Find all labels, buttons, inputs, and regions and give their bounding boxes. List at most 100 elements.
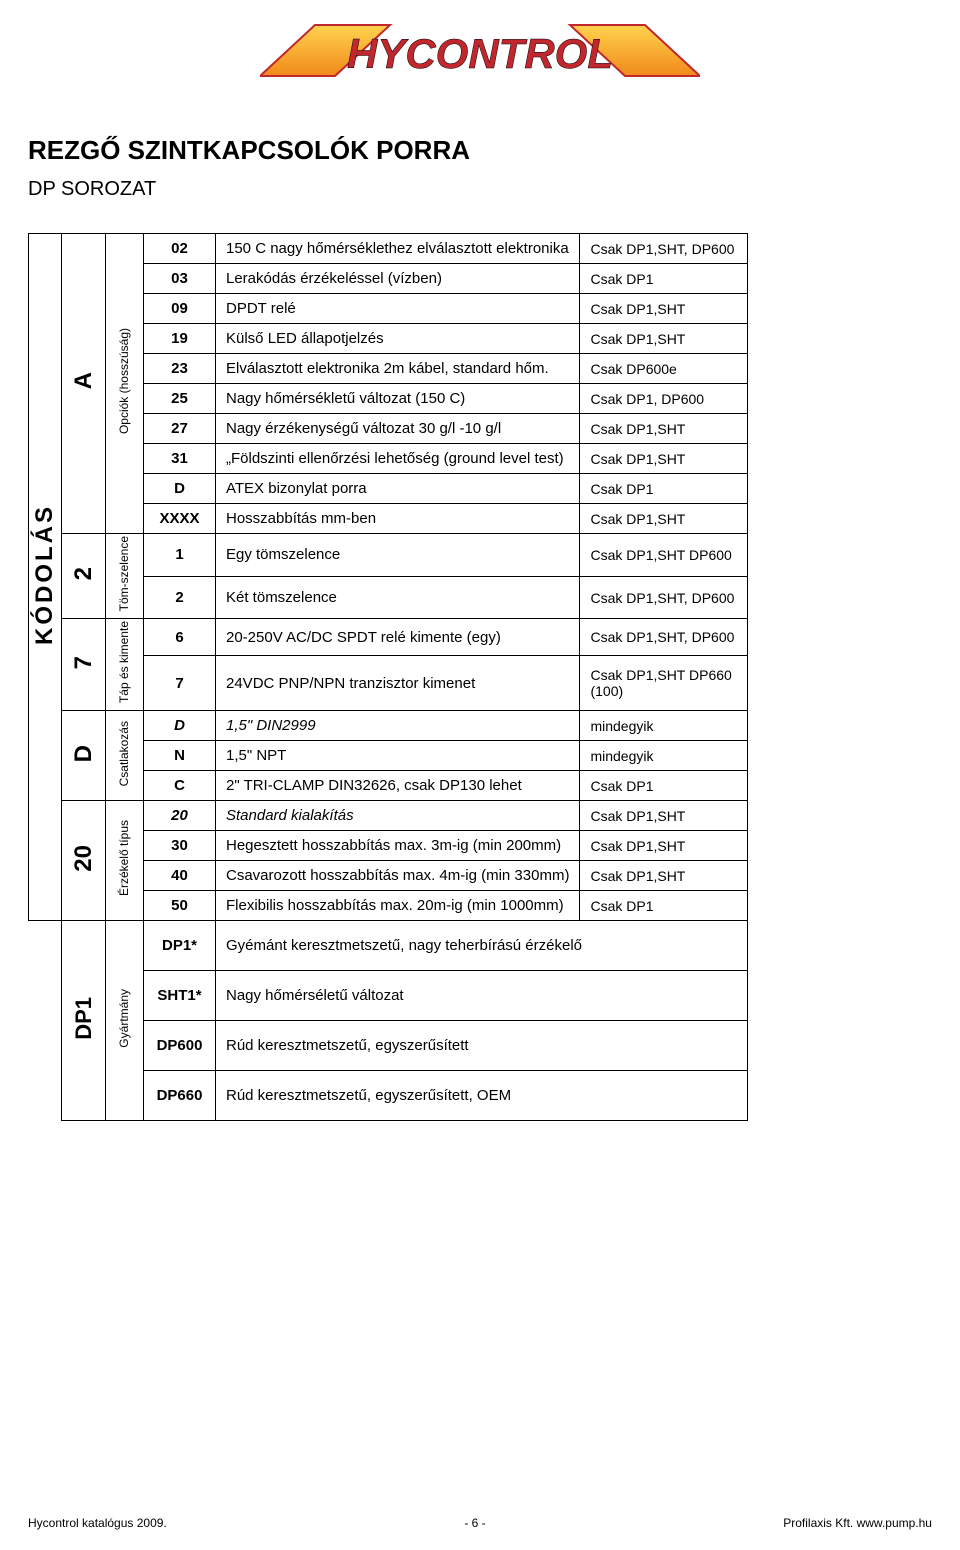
coding-table: KÓDOLÁS A Opciók (hosszúság) 02 150 C na… — [28, 233, 748, 1121]
option-applies: Csak DP1,SHT — [580, 861, 748, 891]
group-legend-cell: Gyártmány — [106, 921, 144, 1121]
group-legend: Érzékelő típus — [118, 820, 131, 896]
table-row: 20 Érzékelő típus 20 Standard kialakítás… — [29, 801, 748, 831]
option-code: 30 — [144, 831, 216, 861]
footer-center: - 6 - — [464, 1516, 485, 1530]
coding-label-text: KÓDOLÁS — [31, 504, 59, 645]
option-code: XXXX — [144, 504, 216, 534]
option-code: N — [144, 741, 216, 771]
option-code: DP600 — [144, 1021, 216, 1071]
option-desc: Csavarozott hosszabbítás max. 4m-ig (min… — [216, 861, 580, 891]
group-letter: D — [70, 745, 98, 762]
option-desc: ATEX bizonylat porra — [216, 474, 580, 504]
option-desc: 2" TRI-CLAMP DIN32626, csak DP130 lehet — [216, 771, 580, 801]
option-desc: DPDT relé — [216, 294, 580, 324]
option-code: 7 — [144, 656, 216, 711]
option-desc: 1,5" DIN2999 — [216, 711, 580, 741]
option-code: 02 — [144, 234, 216, 264]
group-letter-cell: 7 — [62, 619, 106, 711]
group-letter-cell: 2 — [62, 534, 106, 619]
group-letter-cell: 20 — [62, 801, 106, 921]
page-title: REZGŐ SZINTKAPCSOLÓK PORRA — [28, 135, 960, 166]
option-code: 31 — [144, 444, 216, 474]
footer-left: Hycontrol katalógus 2009. — [28, 1516, 167, 1530]
option-applies: Csak DP1,SHT — [580, 504, 748, 534]
option-desc: Elválasztott elektronika 2m kábel, stand… — [216, 354, 580, 384]
option-desc: Nagy érzékenységű változat 30 g/l -10 g/… — [216, 414, 580, 444]
option-code: 23 — [144, 354, 216, 384]
option-code: SHT1* — [144, 971, 216, 1021]
option-applies: Csak DP1 — [580, 264, 748, 294]
option-applies: Csak DP1 — [580, 474, 748, 504]
option-applies: Csak DP1,SHT, DP600 — [580, 576, 748, 619]
group-legend-cell: Érzékelő típus — [106, 801, 144, 921]
group-letter: 7 — [70, 656, 98, 669]
footer: Hycontrol katalógus 2009. - 6 - Profilax… — [28, 1516, 932, 1530]
logo-container: HYCONTROL — [0, 0, 960, 95]
option-applies: mindegyik — [580, 711, 748, 741]
option-desc: Rúd keresztmetszetű, egyszerűsített, OEM — [216, 1071, 748, 1121]
group-letter-cell: A — [62, 234, 106, 534]
option-applies: mindegyik — [580, 741, 748, 771]
option-code: DP660 — [144, 1071, 216, 1121]
option-applies: Csak DP1,SHT, DP600 — [580, 619, 748, 656]
table-row: 7 Táp és kimente 6 20-250V AC/DC SPDT re… — [29, 619, 748, 656]
option-code: 09 — [144, 294, 216, 324]
option-applies: Csak DP1,SHT — [580, 414, 748, 444]
table-row: 2 Töm-szelence 1 Egy tömszelence Csak DP… — [29, 534, 748, 577]
option-desc: Lerakódás érzékeléssel (vízben) — [216, 264, 580, 294]
option-applies: Csak DP1 — [580, 891, 748, 921]
option-applies: Csak DP1,SHT DP600 — [580, 534, 748, 577]
footer-right: Profilaxis Kft. www.pump.hu — [783, 1516, 932, 1530]
option-code: 27 — [144, 414, 216, 444]
option-applies: Csak DP1 — [580, 771, 748, 801]
hycontrol-logo-icon: HYCONTROL — [260, 20, 700, 90]
table-row: KÓDOLÁS A Opciók (hosszúság) 02 150 C na… — [29, 234, 748, 264]
option-desc: Két tömszelence — [216, 576, 580, 619]
group-letter: DP1 — [71, 997, 97, 1040]
option-desc: Nagy hőmérséletű változat — [216, 971, 748, 1021]
group-legend: Töm-szelence — [118, 536, 131, 611]
option-desc: 150 C nagy hőmérséklethez elválasztott e… — [216, 234, 580, 264]
option-code: 2 — [144, 576, 216, 619]
option-desc: „Földszinti ellenőrzési lehetőség (groun… — [216, 444, 580, 474]
option-desc: 20-250V AC/DC SPDT relé kimente (egy) — [216, 619, 580, 656]
option-code: DP1* — [144, 921, 216, 971]
option-applies: Csak DP1,SHT — [580, 324, 748, 354]
option-desc: 1,5" NPT — [216, 741, 580, 771]
logo: HYCONTROL — [260, 20, 700, 95]
option-applies: Csak DP1,SHT, DP600 — [580, 234, 748, 264]
option-applies: Csak DP1,SHT — [580, 831, 748, 861]
option-desc: Rúd keresztmetszetű, egyszerűsített — [216, 1021, 748, 1071]
group-letter: A — [70, 372, 98, 389]
option-code: D — [144, 474, 216, 504]
option-code: 25 — [144, 384, 216, 414]
option-desc: Hosszabbítás mm-ben — [216, 504, 580, 534]
page-subtitle: DP SOROZAT — [28, 178, 960, 201]
table-row: D Csatlakozás D 1,5" DIN2999 mindegyik — [29, 711, 748, 741]
group-legend: Táp és kimente — [118, 621, 131, 703]
option-desc: Standard kialakítás — [216, 801, 580, 831]
group-legend: Gyártmány — [118, 989, 131, 1048]
group-letter-cell: DP1 — [62, 921, 106, 1121]
option-code: 50 — [144, 891, 216, 921]
option-code: 40 — [144, 861, 216, 891]
option-code: 1 — [144, 534, 216, 577]
group-legend-cell: Táp és kimente — [106, 619, 144, 711]
option-applies: Csak DP1,SHT — [580, 294, 748, 324]
option-applies: Csak DP600e — [580, 354, 748, 384]
group-legend-cell: Töm-szelence — [106, 534, 144, 619]
option-code: 19 — [144, 324, 216, 354]
option-code: 20 — [144, 801, 216, 831]
option-desc: Flexibilis hosszabbítás max. 20m-ig (min… — [216, 891, 580, 921]
option-code: D — [144, 711, 216, 741]
option-desc: Nagy hőmérsékletű változat (150 C) — [216, 384, 580, 414]
option-code: 03 — [144, 264, 216, 294]
option-applies: Csak DP1, DP600 — [580, 384, 748, 414]
group-legend: Opciók (hosszúság) — [118, 328, 131, 434]
option-desc: 24VDC PNP/NPN tranzisztor kimenet — [216, 656, 580, 711]
group-letter: 20 — [70, 845, 98, 872]
group-legend-cell: Csatlakozás — [106, 711, 144, 801]
table-row: DP1 Gyártmány DP1* Gyémánt keresztmetsze… — [29, 921, 748, 971]
option-desc: Gyémánt keresztmetszetű, nagy teherbírás… — [216, 921, 748, 971]
